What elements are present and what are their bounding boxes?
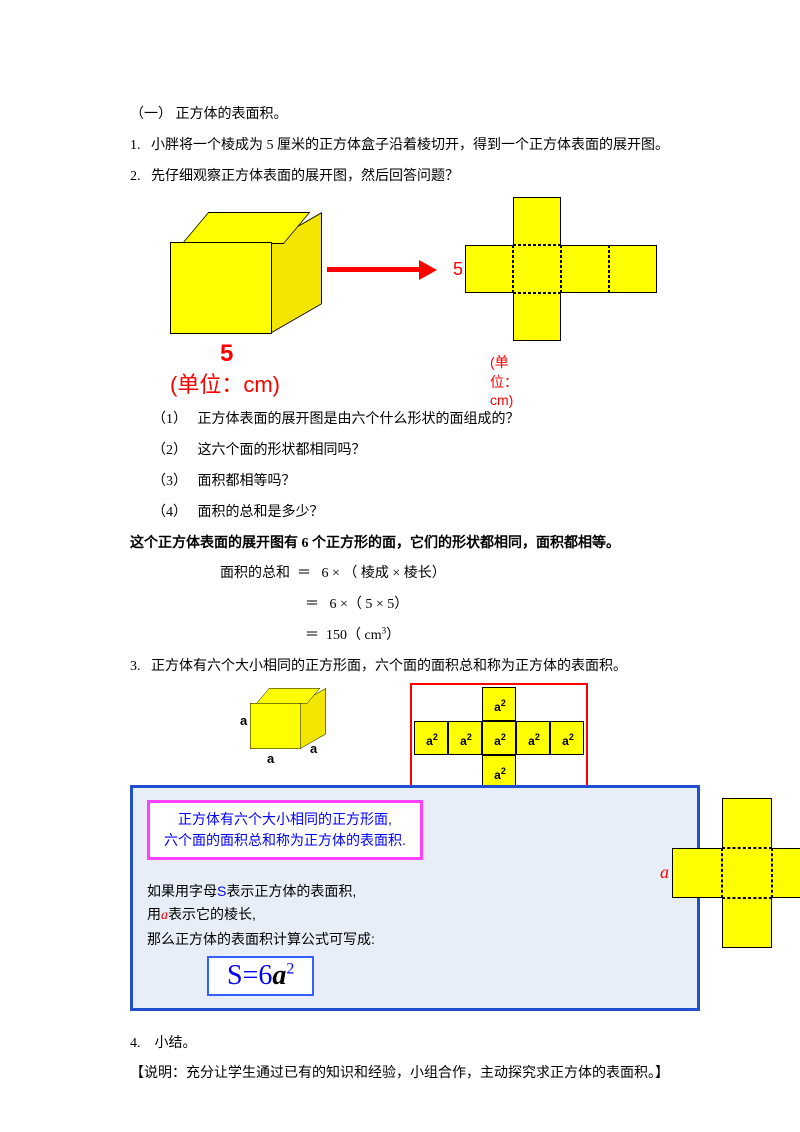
cube-front-face — [170, 242, 272, 334]
paragraph-3: 3. 正方体有六个大小相同的正方形面，六个面的面积总和称为正方体的表面积。 — [130, 652, 700, 683]
face-label: a2 — [483, 698, 517, 714]
formula: S=6a2 — [207, 956, 314, 996]
face-label: a2 — [517, 732, 551, 748]
paragraph-2: 2. 先仔细观察正方体表面的展开图，然后回答问题？ — [130, 162, 700, 193]
net-unit-label: (单位：cm) — [490, 352, 518, 408]
note: 【说明：充分让学生通过已有的知识和经验，小组合作，主动探究求正方体的表面积。】 — [130, 1059, 700, 1090]
question-4: （4） 面积的总和是多少？ — [130, 498, 700, 529]
face-label: a2 — [449, 732, 483, 748]
net-square — [513, 245, 561, 293]
net-edge-label: 5 — [453, 259, 463, 280]
conclusion: 这个正方体表面的展开图有 6 个正方形的面，它们的形状都相同，面积都相等。 — [130, 529, 700, 560]
net-edge-label-a: a — [660, 862, 669, 883]
net-square — [561, 245, 609, 293]
face-label: a2 — [483, 732, 517, 748]
page: （一） 正方体的表面积。 1. 小胖将一个棱成为 5 厘米的正方体盒子沿着棱切开… — [0, 0, 800, 1132]
formula-panel: 正方体有六个大小相同的正方形面, 六个面的面积总和称为正方体的表面积. 如果用字… — [130, 785, 700, 1011]
cube-net-a2: a2 a2 a2 a2 a2 a2 a2 — [414, 687, 584, 787]
paragraph-1: 1. 小胖将一个棱成为 5 厘米的正方体盒子沿着棱切开，得到一个正方体表面的展开… — [130, 131, 700, 162]
cube-unit-label: (单位：cm) — [170, 367, 280, 399]
question-1: （1） 正方体表面的展开图是由六个什么形状的面组成的？ — [130, 405, 700, 436]
paragraph-4: 4. 小结。 — [130, 1029, 700, 1060]
net-square — [513, 293, 561, 341]
calc-line-2: ＝ 6 ×（ 5 × 5） — [130, 590, 700, 621]
definition-box: 正方体有六个大小相同的正方形面, 六个面的面积总和称为正方体的表面积. — [147, 800, 423, 860]
figure-cube-and-net: 5 (单位：cm) 5 (单位：cm) — [130, 197, 700, 397]
edge-label-a: a — [310, 741, 317, 756]
question-3: （3） 面积都相等吗？ — [130, 467, 700, 498]
cube-3d — [170, 212, 325, 367]
section-heading: （一） 正方体的表面积。 — [130, 100, 700, 131]
face-label: a2 — [551, 732, 585, 748]
face-label: a2 — [483, 766, 517, 782]
face-label: a2 — [415, 732, 449, 748]
edge-label-a: a — [267, 751, 274, 766]
net-square — [465, 245, 513, 293]
net-border: a2 a2 a2 a2 a2 a2 a2 — [410, 683, 588, 791]
formula-description: 如果用字母S表示正方体的表面积, 用a表示它的棱长, 那么正方体的表面积计算公式… — [147, 880, 683, 952]
cube-edge-label: 5 — [220, 340, 233, 368]
calc-line-1: 面积的总和 ＝ 6 × （ 棱成 × 棱长） — [130, 559, 700, 590]
edge-label-a: a — [240, 713, 247, 728]
figure-cube-a-and-net: a a a a2 a2 a2 a2 a2 a2 a2 — [130, 683, 700, 783]
calc-line-3: ＝ 150（ cm3） — [130, 621, 700, 652]
net-square — [513, 197, 561, 245]
question-2: （2） 这六个面的形状都相同吗？ — [130, 436, 700, 467]
net-square — [609, 245, 657, 293]
arrow-icon — [327, 260, 437, 280]
